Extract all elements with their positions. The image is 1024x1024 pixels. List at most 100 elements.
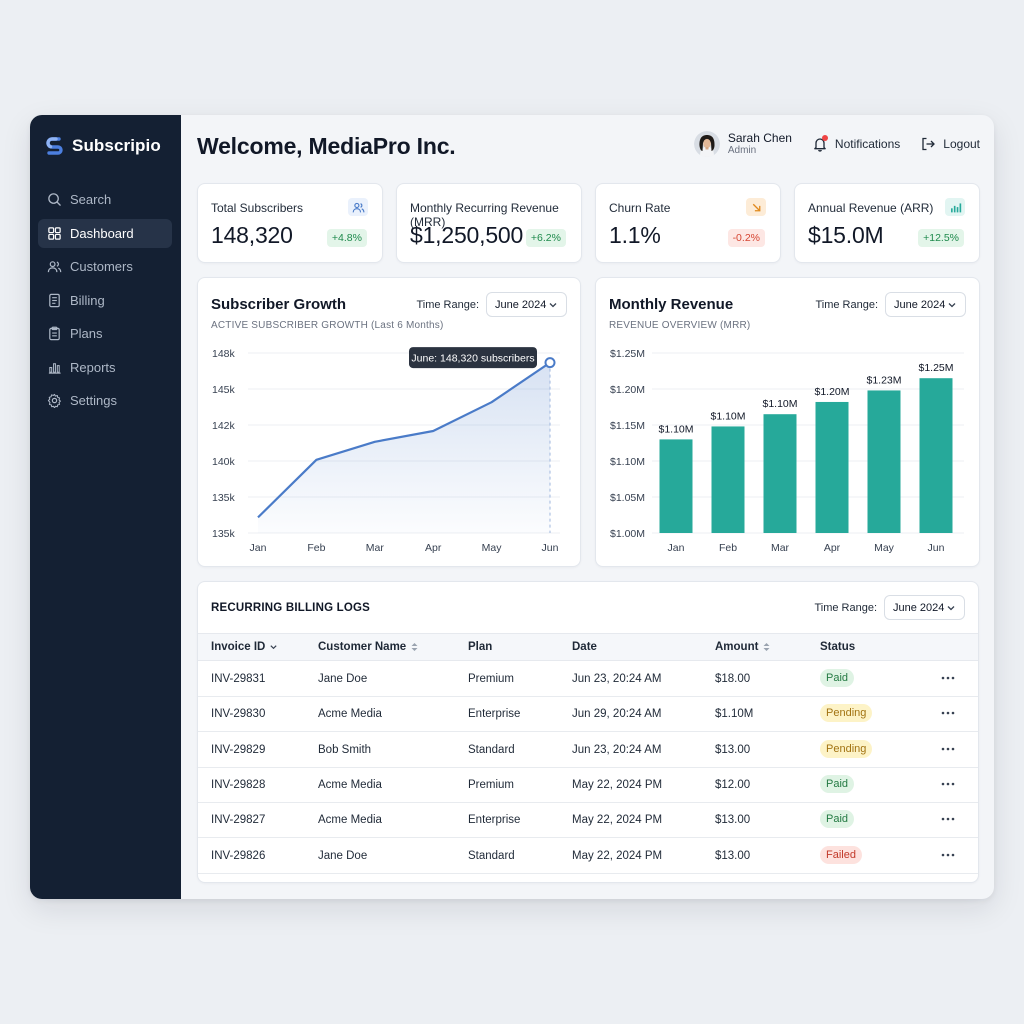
x-tick-label: May — [482, 542, 503, 554]
sort-icon — [763, 643, 770, 651]
sidebar-item-settings[interactable]: Settings — [38, 386, 172, 415]
kpi-card-churn-rate: Churn Rate 1.1% -0.2% — [595, 183, 781, 263]
plan-cell: Enterprise — [468, 708, 521, 721]
notifications-button[interactable]: Notifications — [812, 135, 900, 152]
chevron-down-icon — [549, 302, 557, 307]
sidebar-item-plans[interactable]: Plans — [38, 319, 172, 348]
more-options-icon[interactable] — [940, 706, 956, 720]
kpi-change-badge: +6.2% — [525, 229, 566, 247]
plan-cell: Standard — [468, 743, 515, 756]
column-header-invoice-id[interactable]: Invoice ID — [211, 641, 278, 653]
chart-tooltip — [409, 347, 537, 369]
kpi-card-total-subscribers: Total Subscribers 148,320 +4.8% — [197, 183, 383, 263]
status-badge: Pending — [820, 704, 873, 723]
bar[interactable] — [867, 390, 901, 533]
bar[interactable] — [711, 426, 745, 533]
plan-cell: Enterprise — [468, 814, 521, 827]
amount-cell: $1.10M — [715, 708, 754, 721]
time-range: Time Range: June 2024 — [815, 292, 966, 317]
column-label: Status — [820, 641, 856, 653]
column-header-date[interactable]: Date — [572, 641, 597, 653]
page-title: Welcome, MediaPro Inc. — [197, 133, 456, 159]
y-tick-label: 135k — [212, 492, 236, 504]
plan-cell: Premium — [468, 673, 515, 685]
billing-logs-panel: RECURRING BILLING LOGS Time Range: June … — [197, 581, 979, 883]
kpi-card-arr: Annual Revenue (ARR) $15.0M +12.5% — [794, 183, 980, 263]
table-row[interactable]: INV-29827 Acme Media Enterprise May 22, 202… — [198, 803, 978, 839]
table-row[interactable]: INV-29826 Jane Doe Standard May 22, 2024 PM… — [198, 839, 978, 874]
sidebar-item-reports[interactable]: Reports — [38, 353, 172, 382]
y-tick-label: $1.25M — [610, 348, 645, 360]
time-range-select[interactable]: June 2024 — [885, 292, 966, 317]
table-row[interactable]: INV-29831 Jane Doe Premium Jun 23, 20:24 AM… — [198, 662, 978, 697]
column-header-amount[interactable]: Amount — [715, 641, 771, 653]
sidebar-item-search[interactable]: Search — [38, 185, 172, 214]
document-icon — [49, 293, 60, 307]
kpi-label: Total Subscribers — [211, 201, 304, 215]
time-range-select[interactable]: June 2024 — [486, 292, 567, 317]
kpi-change-badge: -0.2% — [727, 229, 765, 247]
invoice-id-cell: INV-29828 — [211, 778, 266, 791]
plan-cell: Standard — [468, 849, 515, 862]
sidebar-item-dashboard[interactable]: Dashboard — [38, 218, 172, 248]
sidebar-item-billing[interactable]: Billing — [38, 286, 172, 315]
sidebar-item-label: Settings — [70, 393, 117, 408]
amount-cell: $13.00 — [715, 849, 751, 862]
amount-cell: $18.00 — [715, 673, 751, 685]
kpi-change-badge: +12.5% — [918, 229, 964, 247]
sidebar-item-label: Customers — [70, 259, 133, 274]
time-range-select[interactable]: June 2024 — [884, 595, 965, 620]
column-header-customer-name[interactable]: Customer Name — [318, 641, 419, 653]
column-label: Date — [572, 641, 597, 653]
customer-name-cell: Jane Doe — [318, 673, 368, 685]
time-range-value: June 2024 — [495, 298, 547, 311]
status-badge: Paid — [820, 774, 855, 793]
table-title: RECURRING BILLING LOGS — [211, 602, 371, 614]
data-point[interactable] — [544, 357, 556, 369]
column-label: Customer Name — [318, 641, 407, 653]
table-row[interactable]: INV-29829 Bob Smith Standard Jun 23, 20:24 … — [198, 733, 978, 768]
more-options-icon[interactable] — [940, 812, 956, 826]
amount-cell: $13.00 — [715, 743, 751, 756]
panel-title: Monthly Revenue — [609, 296, 734, 313]
subscriber-growth-panel: Subscriber Growth ACTIVE SUBSCRIBER GROW… — [197, 277, 581, 567]
data-label: $1.10M — [762, 398, 797, 410]
bar[interactable] — [919, 378, 953, 533]
time-range: Time Range: June 2024 — [814, 595, 965, 620]
user-profile[interactable]: Sarah Chen Admin — [693, 131, 792, 157]
bar[interactable] — [763, 414, 797, 533]
table-row[interactable]: INV-29830 Acme Media Enterprise Jun 29, 20:… — [198, 697, 978, 733]
bar[interactable] — [659, 439, 693, 533]
y-tick-label: 148k — [212, 348, 236, 360]
amount-cell: $12.00 — [715, 778, 751, 791]
column-header-status[interactable]: Status — [820, 641, 855, 653]
x-tick-label: Mar — [771, 542, 790, 554]
data-label: $1.23M — [866, 374, 901, 386]
logout-button[interactable]: Logout — [920, 136, 980, 152]
bar[interactable] — [815, 401, 849, 533]
column-label: Invoice ID — [211, 641, 266, 653]
time-range-label: Time Range: — [814, 601, 877, 614]
table-header: Invoice ID Customer Name Plan Date Amoun… — [198, 633, 978, 661]
amount-cell: $13.00 — [715, 814, 751, 827]
more-options-icon[interactable] — [940, 742, 956, 756]
brand[interactable]: Subscripio — [44, 135, 161, 157]
customer-name-cell: Acme Media — [318, 814, 382, 827]
table-row[interactable]: INV-29828 Acme Media Premium May 22, 2024 P… — [198, 768, 978, 803]
kpi-label: Monthly Recurring Revenue (MRR) — [410, 201, 559, 229]
sidebar-item-customers[interactable]: Customers — [38, 252, 172, 281]
panel-subtitle: ACTIVE SUBSCRIBER GROWTH (Last 6 Months) — [211, 320, 444, 331]
panel-subtitle: REVENUE OVERVIEW (MRR) — [609, 320, 751, 331]
more-options-icon[interactable] — [940, 671, 956, 685]
x-tick-label: Mar — [366, 542, 385, 554]
x-tick-label: Jun — [928, 542, 945, 554]
column-header-plan[interactable]: Plan — [468, 641, 492, 653]
bar-chart-icon — [945, 198, 965, 216]
more-options-icon[interactable] — [940, 848, 956, 862]
y-tick-label: $1.20M — [610, 384, 645, 396]
kpi-value: 1.1% — [609, 222, 661, 248]
y-tick-label: $1.00M — [610, 528, 645, 540]
sidebar: Subscripio Search Dashboard Customers Bi… — [30, 115, 181, 899]
more-options-icon[interactable] — [940, 777, 956, 791]
date-cell: Jun 23, 20:24 AM — [572, 743, 662, 756]
